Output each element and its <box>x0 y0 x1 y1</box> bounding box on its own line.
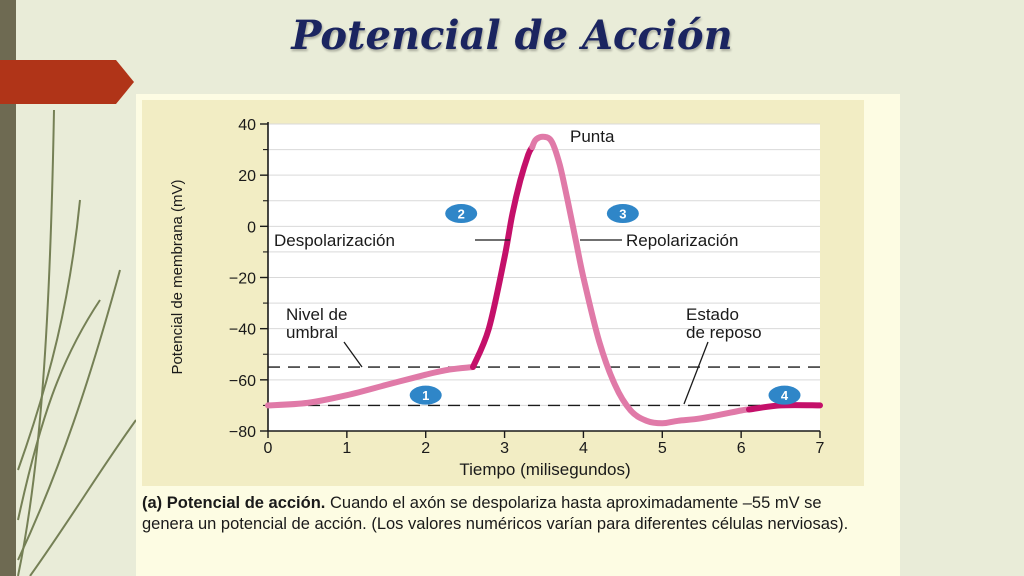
annotation-estado-reposo-1: Estado <box>686 305 739 324</box>
axis-labels: Tiempo (milisegundos) Potencial de membr… <box>169 179 631 479</box>
caption-text: Cuando el axón se despolariza hasta apro… <box>142 494 849 533</box>
y-tick-label: 0 <box>247 219 256 236</box>
annotation-repolarizacion: Repolarización <box>626 231 738 250</box>
annotation-nivel-umbral-1: Nivel de <box>286 305 347 324</box>
phase-marker-2 <box>445 204 478 224</box>
reference-lines <box>268 366 820 407</box>
annotation-nivel-umbral-2: umbral <box>286 323 338 342</box>
x-tick-label: 5 <box>658 440 667 457</box>
figure-caption: (a) Potencial de acción. Cuando el axón … <box>142 493 858 535</box>
x-tick-label: 1 <box>342 440 351 457</box>
y-tick-label: −20 <box>229 271 256 288</box>
left-accent-bar <box>0 0 16 576</box>
curve <box>265 133 823 427</box>
y-tick-label: −80 <box>229 424 256 441</box>
phase-marker-label: 3 <box>619 207 626 222</box>
umbral-leader <box>343 341 363 368</box>
x-tick-label: 3 <box>500 440 509 457</box>
axes: 40 20 0 −20 −40 −60 −80 0 1 2 3 4 5 6 7 <box>229 117 825 457</box>
annotation-estado-reposo-2: de reposo <box>686 323 762 342</box>
phase-marker-3 <box>606 204 639 224</box>
y-tick-label: 40 <box>238 117 256 134</box>
curve-segment-light <box>529 133 752 427</box>
caption-bold: (a) Potencial de acción. <box>142 494 326 512</box>
y-tick-label: −60 <box>229 373 256 390</box>
x-tick-label: 2 <box>421 440 430 457</box>
reposo-leader <box>683 341 709 405</box>
annotations: Punta Despolarización Repolarización Niv… <box>274 127 762 405</box>
phase-markers: 1 2 3 4 <box>409 204 801 405</box>
annotation-punta: Punta <box>570 127 615 146</box>
y-tick-label: 20 <box>238 168 256 185</box>
phase-marker-1 <box>409 385 442 405</box>
decorative-leaves <box>17 109 137 576</box>
y-axis-label: Potencial de membrana (mV) <box>169 179 186 374</box>
curve-segment-dark <box>470 144 536 370</box>
curve-segment-light <box>265 364 476 409</box>
phase-marker-label: 4 <box>781 388 789 403</box>
title-arrow-tab <box>0 60 134 104</box>
x-tick-label: 6 <box>737 440 746 457</box>
curve-segment-dark <box>746 402 823 413</box>
annotation-despolarizacion: Despolarización <box>274 231 395 250</box>
slide-title: Potencial de Acción <box>291 12 733 59</box>
x-tick-label: 0 <box>264 440 273 457</box>
y-tick-label: −40 <box>229 322 256 339</box>
phase-marker-label: 1 <box>422 388 429 403</box>
x-tick-label: 4 <box>579 440 588 457</box>
phase-marker-label: 2 <box>458 207 465 222</box>
x-tick-label: 7 <box>816 440 825 457</box>
x-axis-label: Tiempo (milisegundos) <box>459 460 630 479</box>
phase-marker-4 <box>768 385 801 405</box>
